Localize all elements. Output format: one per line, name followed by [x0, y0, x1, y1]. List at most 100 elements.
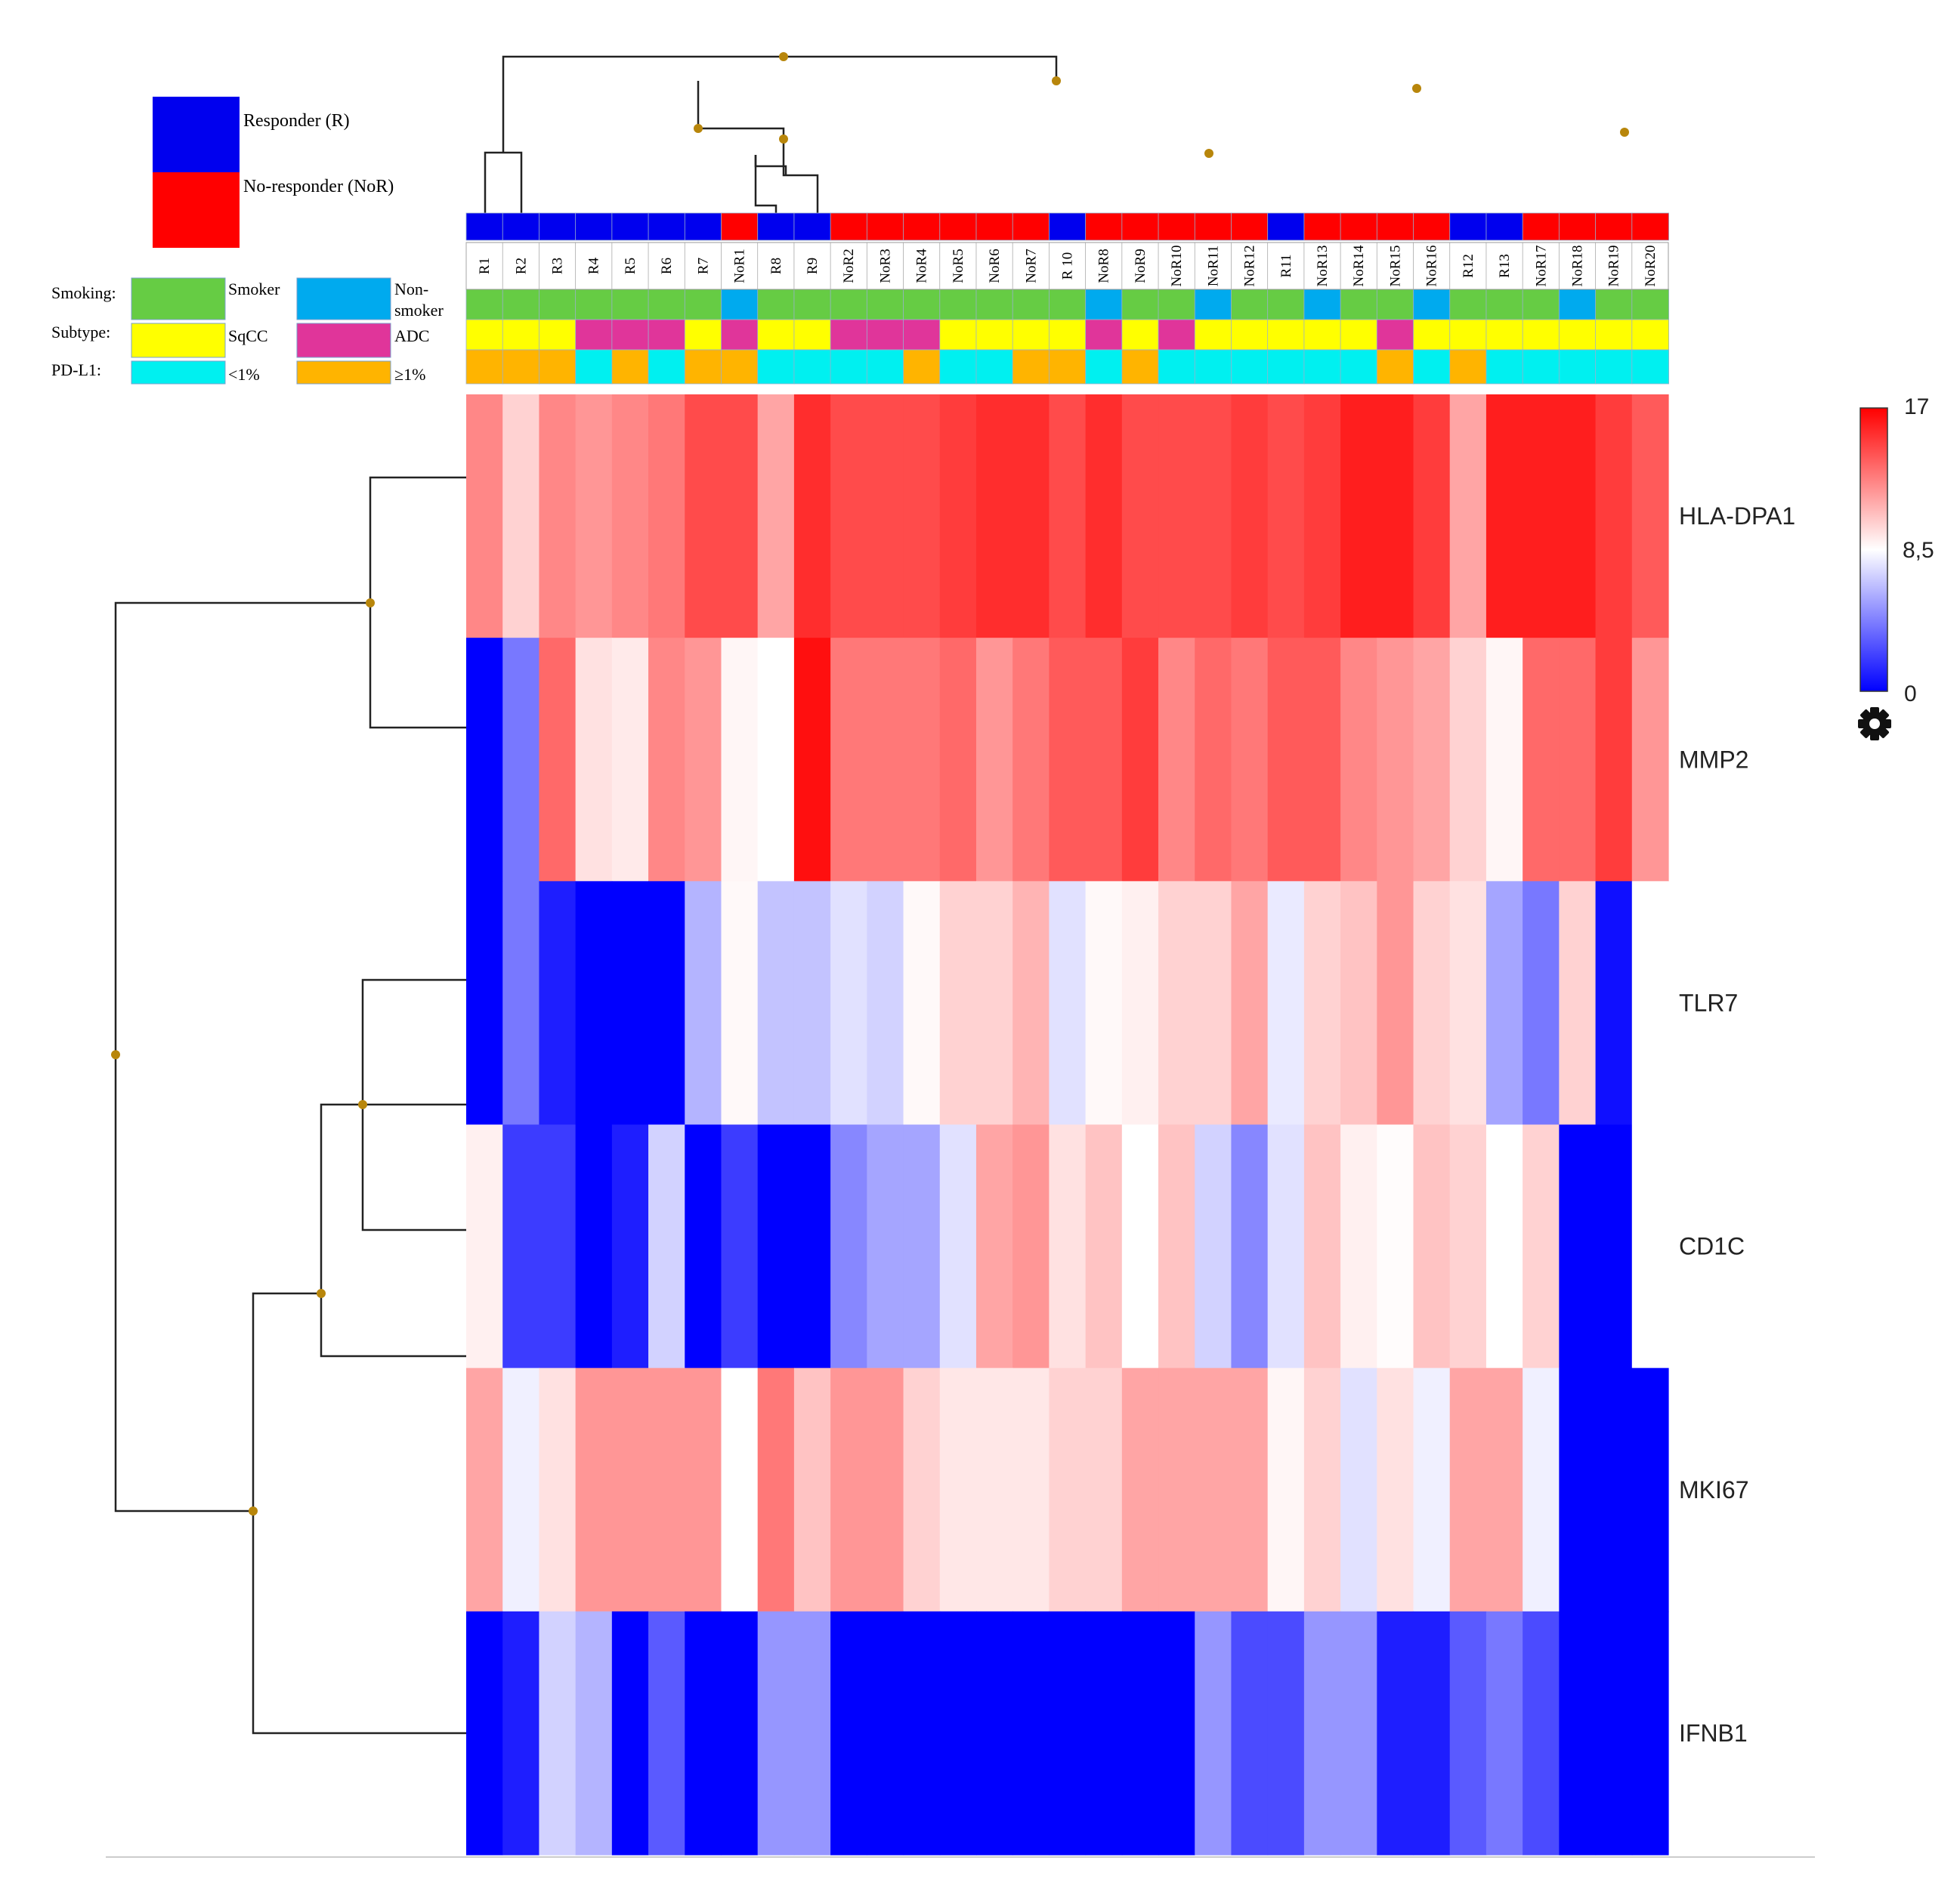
- subtype-cell: [721, 319, 759, 351]
- heatmap-cell: [1012, 1611, 1050, 1856]
- subtype-cell: [1194, 319, 1232, 351]
- smoking-cell: [611, 289, 650, 320]
- response-cell: [721, 212, 759, 241]
- pdl1-cell: [1048, 349, 1087, 385]
- heatmap-cell: [939, 1367, 977, 1612]
- heatmap-cell: [1559, 1124, 1597, 1369]
- response-cell: [465, 212, 504, 241]
- column-label: NoR6: [987, 249, 1003, 283]
- heatmap-cell: [757, 1367, 795, 1612]
- column-label: R3: [550, 258, 566, 274]
- gear-icon[interactable]: [1858, 707, 1891, 740]
- column-label: NoR8: [1096, 249, 1112, 283]
- heatmap-cell: [1449, 881, 1487, 1126]
- heatmap-cell: [757, 394, 795, 638]
- heatmap-cell: [757, 638, 795, 882]
- gene-label: MMP2: [1679, 746, 1748, 773]
- legend-pdl1-low-label: <1%: [228, 365, 260, 384]
- heatmap-cell: [867, 638, 904, 882]
- smoking-cell: [465, 289, 504, 320]
- smoking-cell: [939, 289, 977, 320]
- pdl1-cell: [793, 349, 832, 385]
- heatmap-cell: [685, 1367, 722, 1612]
- heatmap-cell: [867, 1367, 904, 1612]
- column-label: R4: [586, 257, 602, 274]
- heatmap-cell: [1523, 1611, 1560, 1856]
- heatmap-cell: [1413, 1367, 1451, 1612]
- smoking-cell: [684, 289, 722, 320]
- subtype-cell: [539, 319, 577, 351]
- heatmap-cell: [1303, 881, 1341, 1126]
- heatmap-cell: [1449, 1611, 1487, 1856]
- pdl1-cell: [1631, 349, 1670, 385]
- heatmap-cell: [1449, 394, 1487, 638]
- subtype-cell: [1485, 319, 1524, 351]
- pdl1-cell: [757, 349, 795, 385]
- smoking-cell: [1194, 289, 1232, 320]
- heatmap-cell: [1049, 1611, 1087, 1856]
- legend-swatch-non-smoker: [296, 277, 391, 320]
- subtype-cell: [757, 319, 795, 351]
- response-cell: [939, 212, 977, 241]
- legend-pdl1-label: PD-L1:: [51, 360, 101, 379]
- heatmap-cell: [575, 394, 613, 638]
- heatmap-cell: [721, 1124, 759, 1369]
- response-cell: [830, 212, 868, 241]
- legend-swatch-pdl1-high: [296, 360, 391, 385]
- heatmap-cell: [575, 1124, 613, 1369]
- pdl1-cell: [903, 349, 941, 385]
- heatmap-cell: [1012, 638, 1050, 882]
- subtype-cell: [611, 319, 650, 351]
- gene-label: HLA-DPA1: [1679, 502, 1795, 530]
- subtype-cell: [684, 319, 722, 351]
- heatmap-cell: [1595, 1124, 1633, 1369]
- pdl1-cell: [1340, 349, 1378, 385]
- response-cell: [1194, 212, 1232, 241]
- column-label: NoR5: [951, 249, 966, 283]
- pdl1-cell: [465, 349, 504, 385]
- heatmap-cell: [1121, 394, 1159, 638]
- heatmap-cell: [1340, 394, 1377, 638]
- heatmap-cell: [903, 881, 941, 1126]
- smoking-cell: [975, 289, 1014, 320]
- heatmap-cell: [1231, 881, 1269, 1126]
- heatmap-cell: [1121, 1124, 1159, 1369]
- heatmap-cell: [1485, 394, 1523, 638]
- heatmap-cell: [685, 881, 722, 1126]
- response-cell: [975, 212, 1014, 241]
- legend-swatch-sqcc: [131, 323, 226, 358]
- heatmap-cell: [1631, 881, 1669, 1126]
- subtype-cell: [1303, 319, 1342, 351]
- heatmap-cell: [1340, 638, 1377, 882]
- legend-non-smoker-label-2: smoker: [394, 301, 444, 320]
- subtype-cell: [1413, 319, 1451, 351]
- heatmap-cell: [648, 638, 685, 882]
- heatmap-cell: [721, 881, 759, 1126]
- heatmap-cell: [1413, 881, 1451, 1126]
- heatmap-cell: [903, 394, 941, 638]
- column-label: NoR14: [1351, 245, 1367, 286]
- column-label: R5: [623, 258, 638, 274]
- heatmap-cell: [1449, 638, 1487, 882]
- smoking-cell: [1449, 289, 1487, 320]
- subtype-cell: [575, 319, 613, 351]
- heatmap-cell: [1559, 394, 1597, 638]
- pdl1-cell: [611, 349, 650, 385]
- gene-label: IFNB1: [1679, 1720, 1748, 1747]
- heatmap-cell: [1559, 638, 1597, 882]
- row-dendrogram-node: [317, 1289, 326, 1298]
- heatmap-cell: [1340, 1124, 1377, 1369]
- column-label: NoR17: [1533, 246, 1549, 287]
- pdl1-cell: [830, 349, 868, 385]
- heatmap-cell: [1631, 1611, 1669, 1856]
- column-label: NoR12: [1242, 246, 1258, 287]
- pdl1-cell: [575, 349, 613, 385]
- smoking-cell: [1413, 289, 1451, 320]
- heatmap-cell: [1523, 1124, 1560, 1369]
- legend-responder-label: Responder (R): [243, 111, 350, 131]
- heatmap-cell: [1523, 1367, 1560, 1612]
- heatmap-cell: [1559, 1611, 1597, 1856]
- column-label: NoR11: [1205, 246, 1221, 286]
- column-dendrogram-node: [1052, 76, 1061, 85]
- heatmap-cell: [793, 881, 831, 1126]
